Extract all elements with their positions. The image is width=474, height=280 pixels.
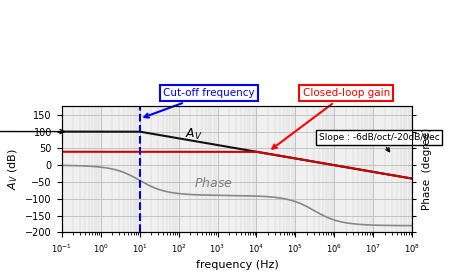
X-axis label: frequency (Hz): frequency (Hz)	[196, 260, 278, 270]
Text: $Phase$: $Phase$	[194, 176, 233, 190]
Text: $A_V$: $A_V$	[185, 127, 203, 143]
Y-axis label: Phase  (degree): Phase (degree)	[422, 128, 432, 211]
Y-axis label: $A_V$ (dB): $A_V$ (dB)	[6, 148, 20, 190]
Text: Cut-off frequency: Cut-off frequency	[145, 88, 255, 118]
Text: Closed-loop gain: Closed-loop gain	[272, 88, 390, 149]
Text: Slope : -6dB/oct/-20dB/dec: Slope : -6dB/oct/-20dB/dec	[319, 133, 440, 151]
Text: Open-loop gain: Open-loop gain	[0, 85, 64, 134]
